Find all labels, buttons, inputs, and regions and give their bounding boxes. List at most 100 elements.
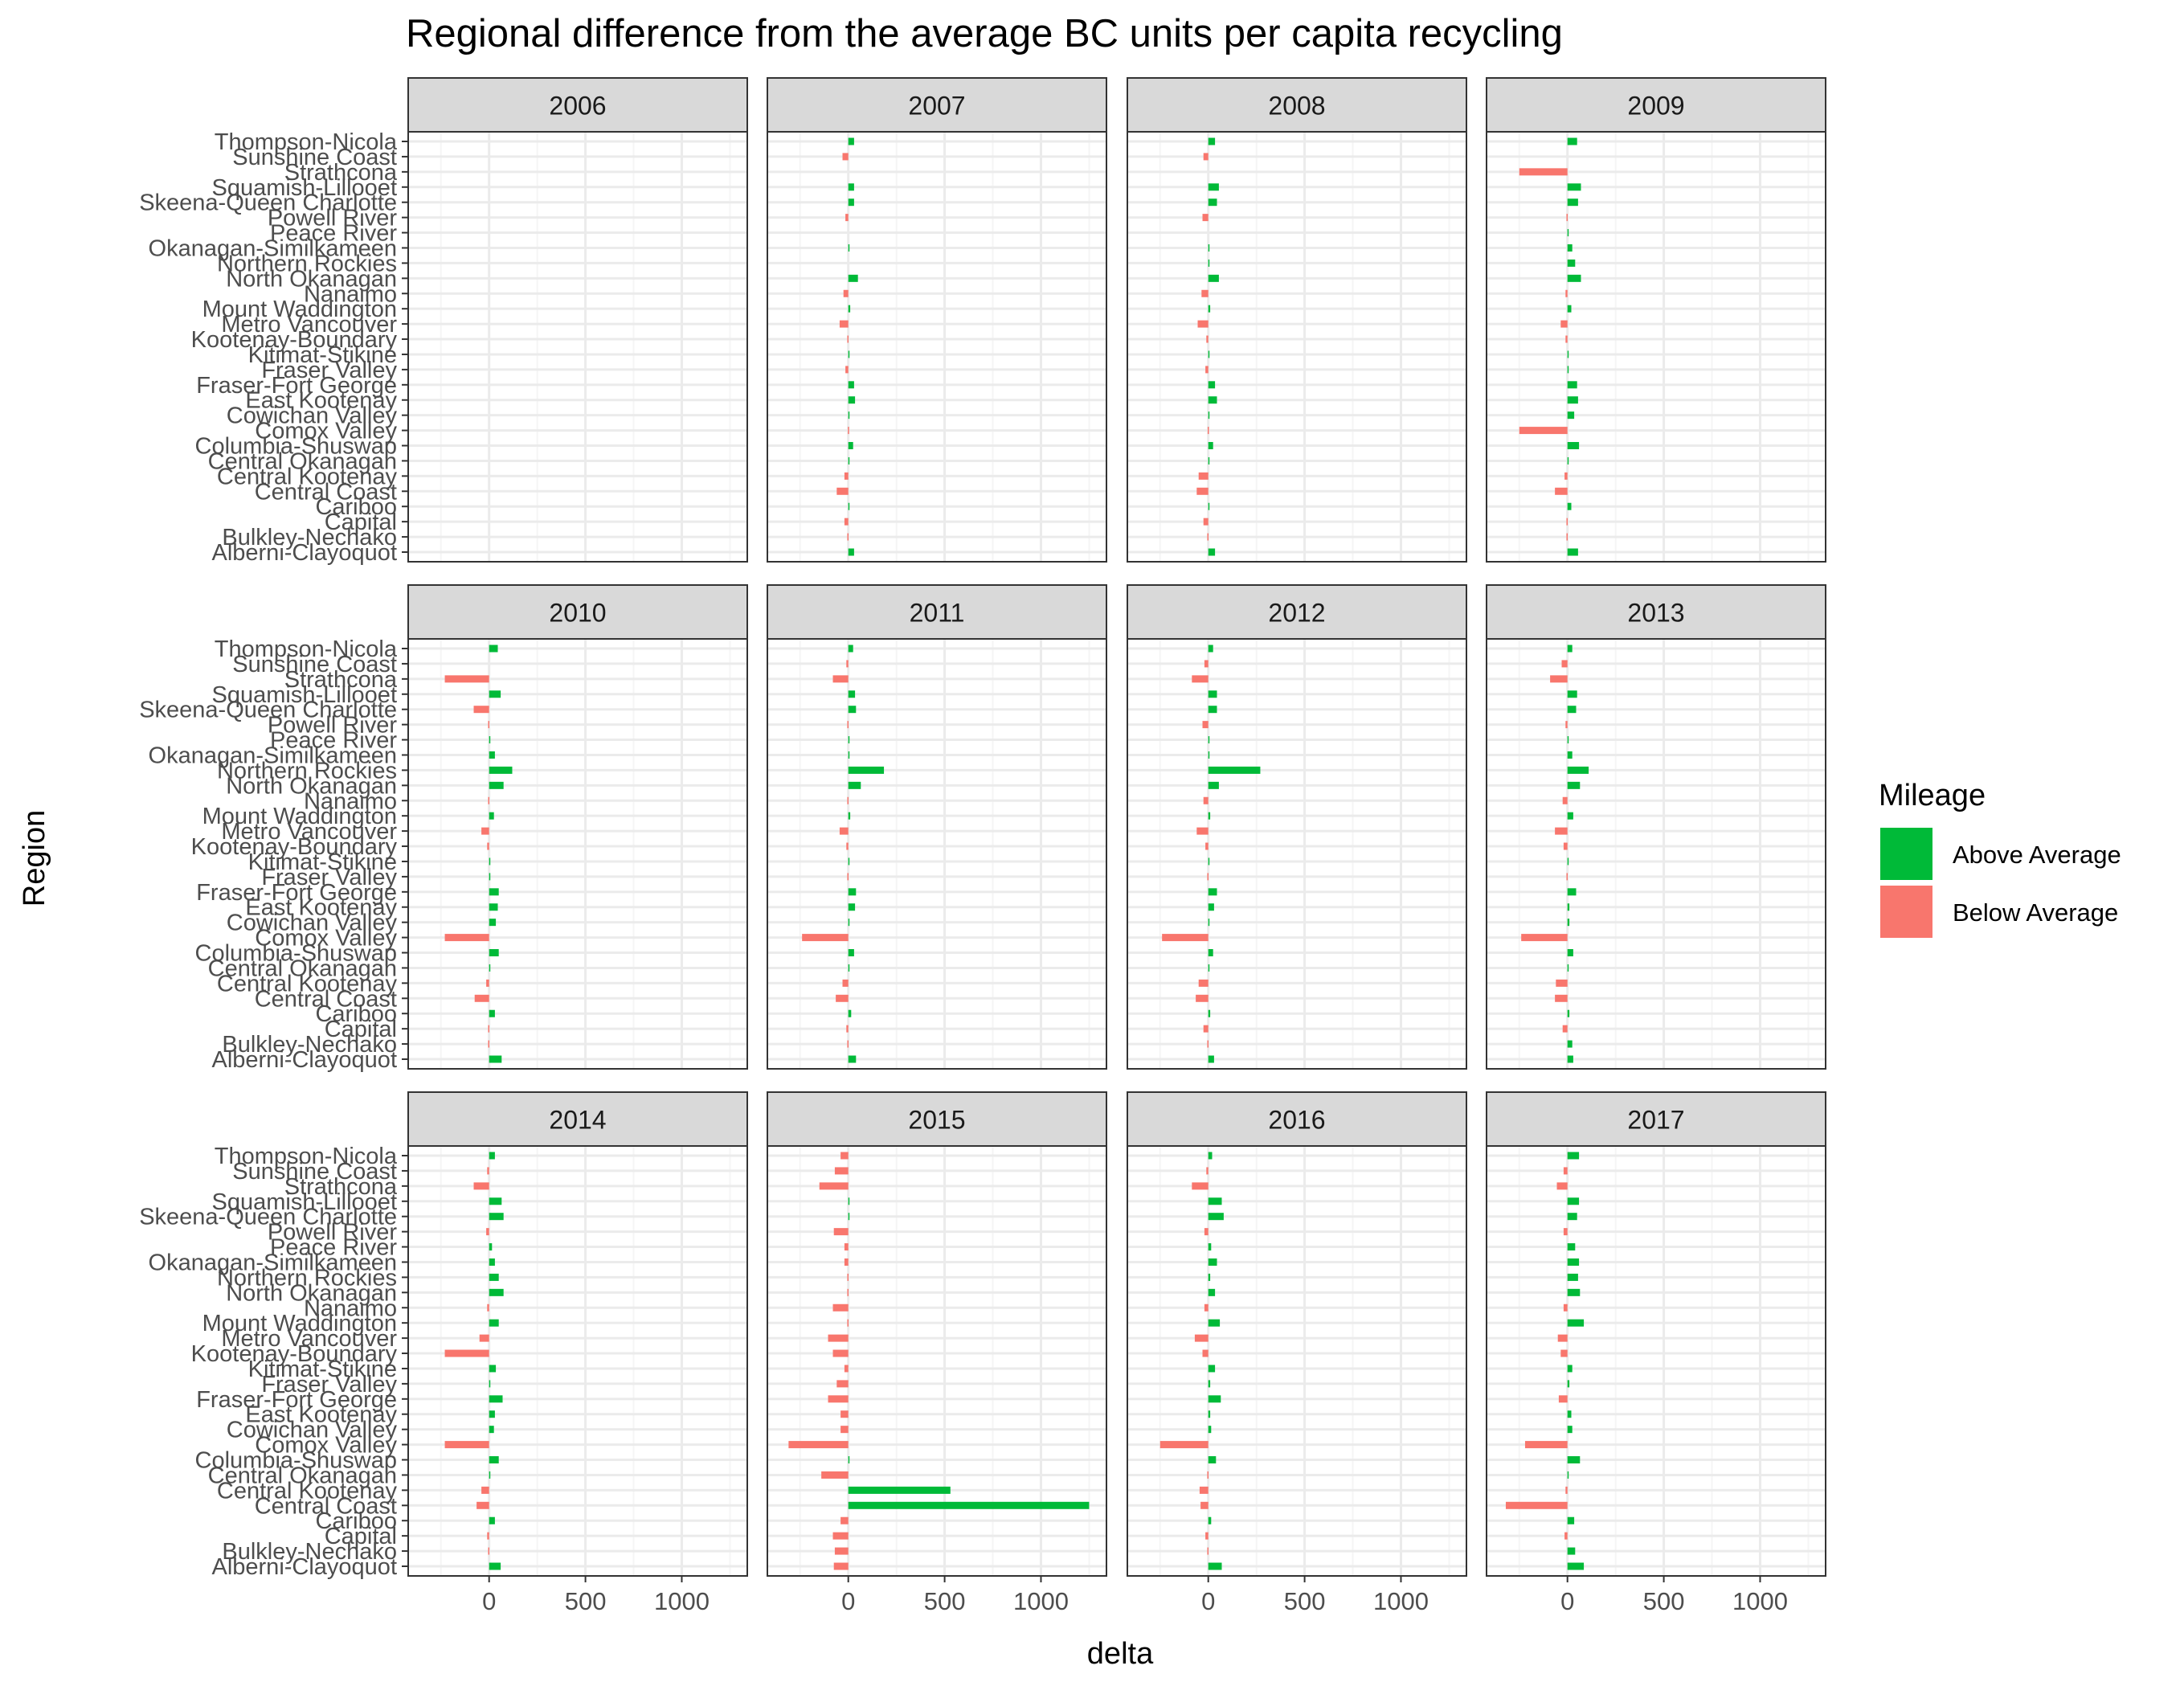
bar-okanagan-similkameen (489, 751, 495, 759)
bar-north-okanagan (1208, 781, 1219, 789)
bar-fraser-fort-george (848, 381, 854, 389)
y-tick-label: Northern Rockies (217, 251, 397, 276)
legend-label-above: Above Average (1953, 841, 2121, 869)
y-tick-label: Mount Waddington (202, 297, 397, 322)
legend: Mileage Above Average Below Average (1879, 779, 2121, 938)
y-tick-label: Skeena-Queen Charlotte (139, 190, 397, 216)
facet-strip-label: 2008 (1268, 92, 1325, 121)
y-tick-label: Kootenay-Boundary (191, 1341, 398, 1367)
y-tick-label: Strathcona (284, 160, 398, 186)
bar-kitimat-stikine (1208, 857, 1210, 866)
bar-mount-waddington (848, 812, 851, 820)
bar-east-kootenay (1208, 1410, 1211, 1418)
bar-columbia-shuswap (1208, 949, 1213, 957)
bar-columbia-shuswap (1208, 442, 1213, 450)
y-tick-label: Cariboo (315, 1001, 397, 1027)
bar-northern-rockies (1208, 1273, 1211, 1281)
facet-strip (1127, 77, 1467, 133)
bar-metro-vancouver (839, 320, 849, 328)
bar-peace-river (1567, 229, 1569, 237)
bar-cariboo (1208, 1009, 1211, 1017)
bar-cariboo (1208, 502, 1210, 510)
bar-squamish-lillooet (848, 690, 856, 698)
bar-north-okanagan (847, 1288, 849, 1296)
bar-cowichan-valley (489, 919, 497, 927)
bar-northern-rockies (847, 1273, 849, 1281)
bar-strathcona (1192, 1182, 1209, 1190)
bar-north-okanagan (489, 781, 504, 789)
bar-central-okanagan (489, 1471, 491, 1479)
bar-capital (1562, 1025, 1568, 1033)
panel-background (1487, 1146, 1826, 1576)
panel-border (1486, 638, 1826, 1070)
y-tick-label: Kitimat-Stikine (248, 1357, 397, 1382)
bar-columbia-shuswap (1567, 442, 1580, 450)
y-tick-label: Sunshine Coast (232, 1159, 397, 1185)
bar-cariboo (489, 1516, 495, 1524)
bar-strathcona (832, 675, 849, 683)
bar-squamish-lillooet (848, 183, 854, 191)
panel-background (767, 1146, 1106, 1576)
facet-strip (1127, 584, 1467, 640)
y-tick-label: Cowichan Valley (227, 403, 398, 429)
bar-sunshine-coast (1561, 660, 1568, 668)
bar-northern-rockies (489, 766, 513, 774)
facet-strip-label: 2006 (549, 92, 606, 121)
facet-strip-label: 2011 (910, 599, 965, 628)
bar-metro-vancouver (1555, 827, 1568, 835)
facet-panel-2008: 2008 (1127, 77, 1467, 563)
facet-strip (407, 1091, 748, 1147)
bar-bulkley-nechako (1207, 533, 1209, 541)
bar-central-okanagan (1207, 1471, 1209, 1479)
bar-squamish-lillooet (1567, 183, 1581, 191)
y-tick-label: Bulkley-Nechako (222, 1539, 397, 1565)
bar-skeena-queen-charlotte (1208, 198, 1217, 207)
bar-peace-river (1208, 1243, 1212, 1251)
legend-title: Mileage (1879, 779, 1986, 812)
y-tick-label: Northern Rockies (217, 758, 397, 784)
bar-central-kootenay (1564, 472, 1568, 480)
bar-kootenay-boundary (1560, 1349, 1568, 1357)
y-tick-label: Bulkley-Nechako (222, 525, 397, 550)
facet-strip-label: 2012 (1268, 599, 1325, 628)
y-tick-label: Cariboo (315, 1508, 397, 1534)
bar-alberni-clayoquot (1208, 1055, 1214, 1063)
bar-thompson-nicola (848, 137, 854, 145)
bar-northern-rockies (489, 1273, 499, 1281)
bar-kootenay-boundary (846, 842, 849, 850)
y-tick-label: Kootenay-Boundary (191, 834, 398, 860)
bar-north-okanagan (489, 1288, 504, 1296)
y-tick-label: Metro Vancouver (221, 312, 397, 338)
y-tick-label: Cowichan Valley (227, 1418, 398, 1443)
facet-strip-label: 2016 (1268, 1106, 1325, 1135)
bar-skeena-queen-charlotte (848, 706, 857, 714)
x-tick-label: 0 (841, 1587, 855, 1615)
bar-central-coast (474, 994, 489, 1002)
bar-bulkley-nechako (1567, 1547, 1576, 1555)
bar-cowichan-valley (1567, 919, 1570, 927)
y-tick-label: Peace River (270, 1235, 397, 1261)
bar-sunshine-coast (1203, 153, 1209, 161)
y-tick-label: East Kootenay (245, 895, 397, 921)
bar-nanaimo (1201, 289, 1209, 297)
y-tick-label: Central Okanagan (208, 1463, 397, 1488)
facet-panel-2017: 2017 0 500 1000 (1486, 1091, 1826, 1615)
bar-cowichan-valley (1567, 411, 1575, 419)
y-tick-label: Squamish-Lillooet (211, 1189, 397, 1215)
bar-bulkley-nechako (488, 1547, 490, 1555)
bar-cowichan-valley (1208, 1426, 1212, 1434)
y-tick-label: Central Kootenay (217, 971, 398, 997)
bar-bulkley-nechako (847, 533, 849, 541)
bar-central-okanagan (848, 456, 850, 464)
legend-key-below (1880, 886, 1932, 938)
panel-border (1486, 131, 1826, 563)
bar-alberni-clayoquot (848, 1055, 857, 1063)
bar-nanaimo (832, 1303, 849, 1312)
bar-skeena-queen-charlotte (1208, 706, 1217, 714)
facet-strip (767, 77, 1107, 133)
legend-key-above (1880, 828, 1932, 880)
bar-alberni-clayoquot (1208, 548, 1216, 556)
bar-okanagan-similkameen (1567, 751, 1573, 759)
bar-squamish-lillooet (1208, 690, 1217, 698)
bar-squamish-lillooet (489, 1197, 502, 1205)
